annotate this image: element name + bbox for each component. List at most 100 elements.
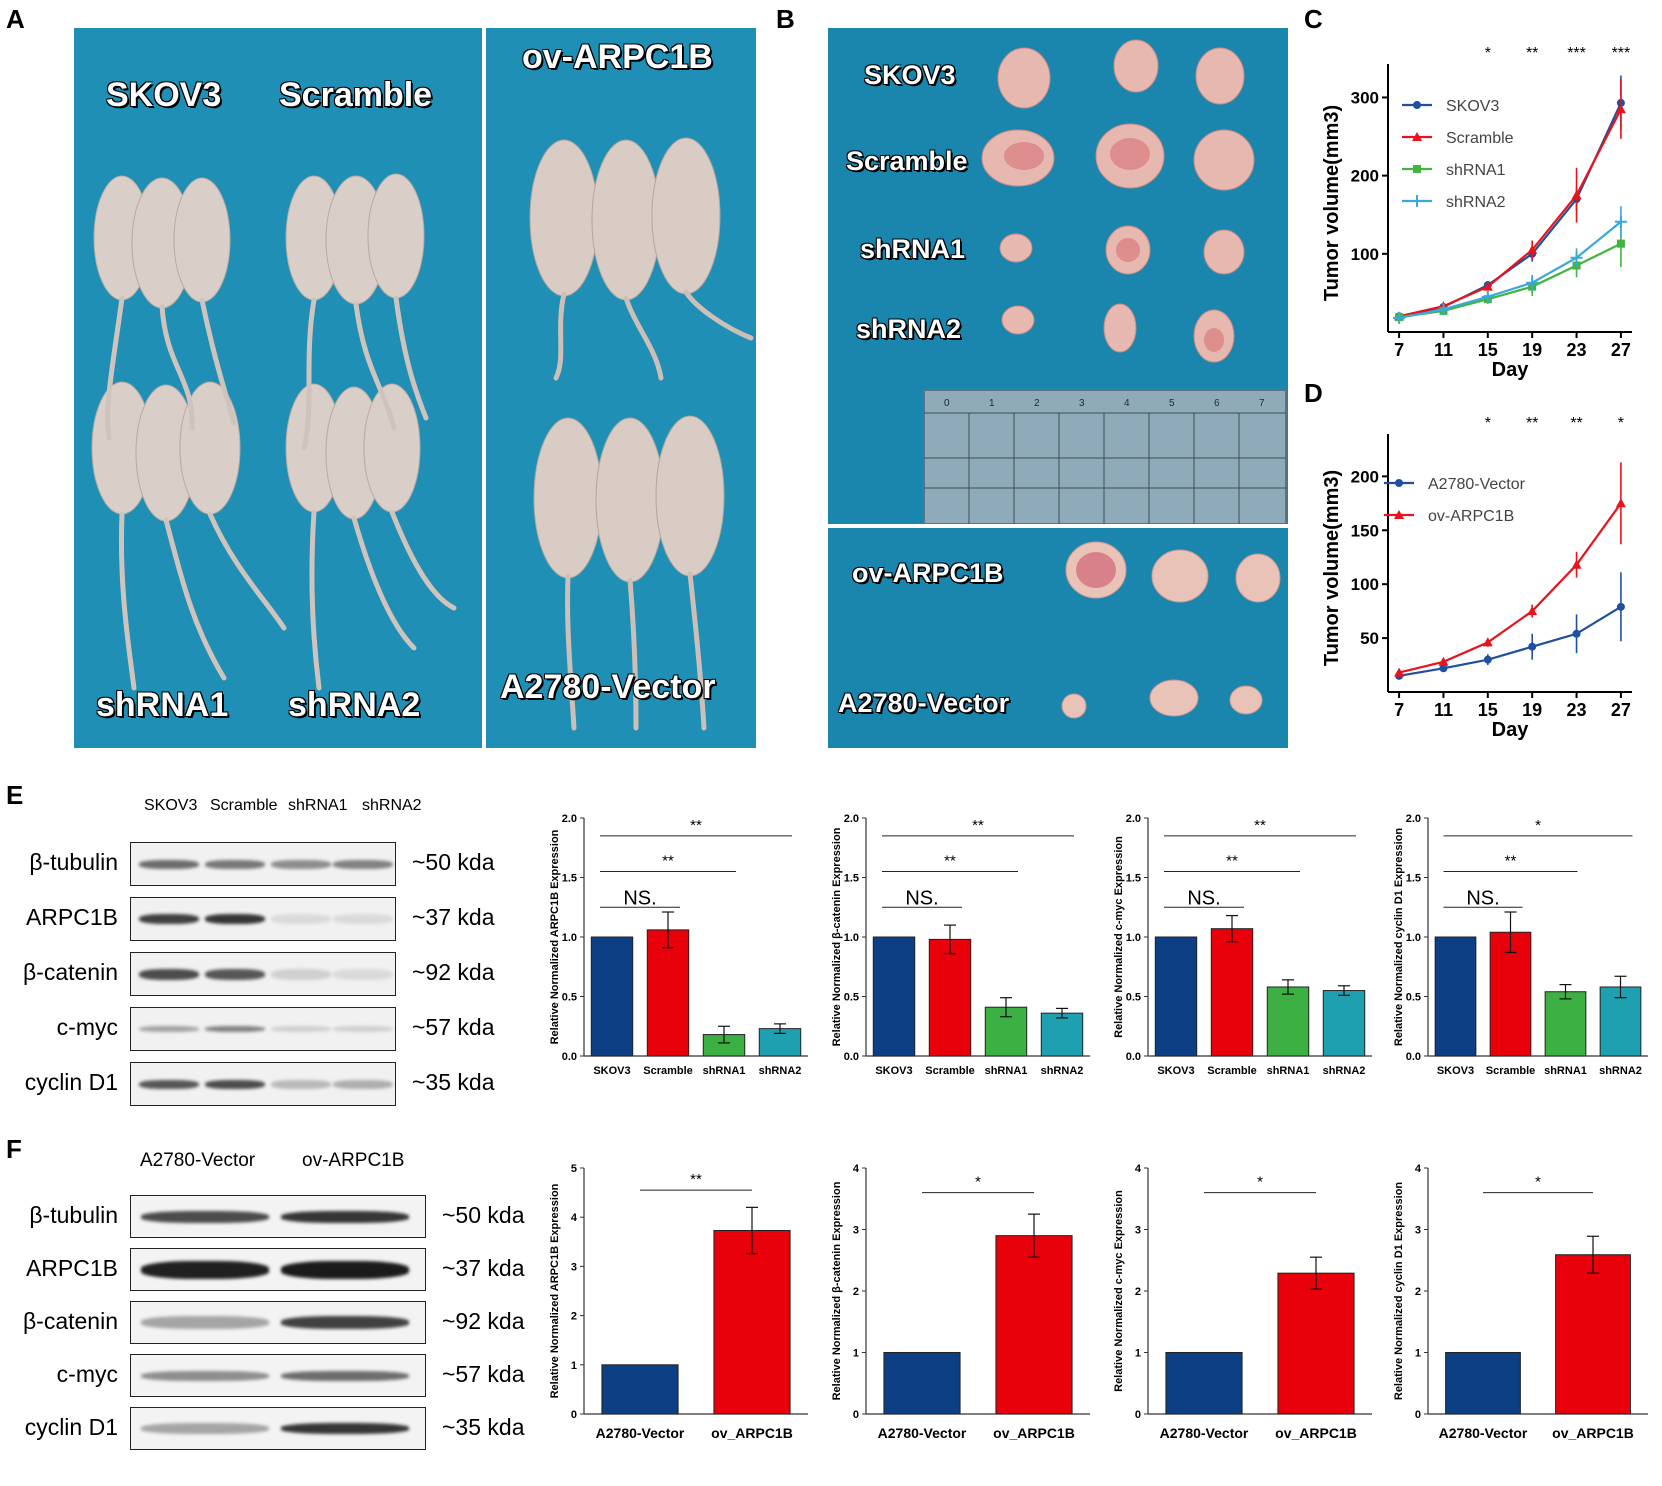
data-point-ov-arpc1b — [1394, 667, 1405, 677]
y-tick-label: 3 — [853, 1225, 859, 1237]
wb-size-label: ~50 kda — [412, 849, 495, 875]
y-tick-label: 1.0 — [844, 932, 859, 944]
legend-marker — [1395, 479, 1403, 487]
wb-protein-label-tubulin: β-tubulin — [29, 1201, 118, 1228]
bar-skov3 — [1154, 936, 1198, 1057]
bar-chart-f3: 0 1 2 3 4 Relative Normalized c-myc Expressio… — [1113, 1163, 1372, 1441]
y-tick-label: 1.0 — [1406, 932, 1421, 944]
bar-a2780-vector — [1445, 1352, 1521, 1415]
wb-e-lane-scramble: Scramble — [210, 797, 278, 814]
y-axis-title: Relative Normalized c-myc Expression — [1113, 1190, 1125, 1392]
significance-label: ** — [662, 853, 674, 870]
bar-a2780-vector — [883, 1352, 961, 1415]
significance-mark: * — [1485, 45, 1491, 62]
series-line-scramble — [1398, 108, 1622, 318]
wb-e-lane-shrna2: shRNA2 — [362, 797, 422, 814]
x-tick-label: ov_ARPC1B — [1275, 1425, 1357, 1441]
significance-label: ** — [690, 817, 702, 834]
wb-protein-label-arpc1b: ARPC1B — [25, 1254, 118, 1281]
x-tick-label: shRNA1 — [985, 1065, 1028, 1077]
y-tick-label: 0.0 — [844, 1051, 859, 1063]
data-point-scramble — [1527, 244, 1538, 254]
photo-label-skov3: SKOV3 — [106, 76, 222, 114]
panel-letter-d: D — [1304, 378, 1323, 408]
bar-scramble — [646, 929, 690, 1057]
wb-e-lane-shrna1: shRNA1 — [288, 797, 348, 814]
tumor-label-skov3: SKOV3 — [864, 60, 956, 90]
y-tick-label: 100 — [1351, 575, 1379, 594]
significance-label: ** — [1505, 853, 1517, 870]
y-tick-label: 2 — [571, 1311, 577, 1323]
legend-label-shrna2: shRNA2 — [1446, 194, 1506, 211]
tumor-label-scramble: Scramble — [846, 146, 968, 176]
wb-size-label: ~92 kda — [412, 959, 495, 985]
data-point-shrna2 — [1614, 215, 1627, 228]
significance-label: ** — [1226, 853, 1238, 870]
bar-shrna1 — [1266, 986, 1310, 1057]
y-axis-title: Relative Normalized cyclin D1 Expression — [1393, 828, 1405, 1047]
series-line-shrna1 — [1398, 242, 1622, 319]
significance-label: ** — [690, 1171, 702, 1188]
y-tick-label: 2.0 — [1406, 813, 1421, 825]
wb-protein-label-cyclin-d1: cyclin D1 — [24, 1069, 118, 1095]
x-tick-label: 7 — [1394, 700, 1404, 720]
wb-band — [333, 968, 393, 980]
x-tick-label: 7 — [1394, 340, 1404, 360]
wb-band — [141, 1316, 269, 1329]
ruler-tick-5: 5 — [1169, 398, 1175, 409]
wb-protein-label-cyclin-d1: cyclin D1 — [24, 1413, 118, 1440]
wb-blot-cyclin-d1 — [130, 1407, 426, 1450]
data-point-ov-arpc1b — [1482, 637, 1493, 647]
wb-size-label: ~57 kda — [442, 1360, 525, 1387]
tumor-label-a2780-vector: A2780-Vector — [838, 688, 1010, 718]
x-tick-label: SKOV3 — [593, 1065, 630, 1077]
data-point-ov-arpc1b — [1571, 559, 1582, 569]
y-tick-label: 2 — [1135, 1286, 1141, 1298]
significance-label: ** — [972, 817, 984, 834]
wb-band — [271, 914, 331, 924]
wb-band — [281, 1423, 409, 1434]
x-tick-label: shRNA1 — [1267, 1065, 1310, 1077]
y-tick-label: 4 — [1415, 1163, 1422, 1175]
y-tick-label: 0 — [571, 1409, 577, 1421]
wb-size-label: ~92 kda — [442, 1307, 525, 1334]
tumor-label-ov-arpc1b: ov-ARPC1B — [852, 558, 1004, 588]
bar-scramble — [1489, 931, 1532, 1057]
y-tick-label: 1.5 — [1406, 873, 1421, 885]
x-tick-label: A2780-Vector — [596, 1425, 685, 1441]
y-tick-label: 0.5 — [844, 992, 859, 1004]
x-tick-label: 19 — [1522, 340, 1542, 360]
bar-ov-arpc1b — [995, 1235, 1073, 1415]
wb-band — [271, 968, 331, 980]
wb-size-label: ~35 kda — [442, 1413, 525, 1440]
significance-label: * — [1535, 817, 1541, 834]
y-axis-title: Relative Normalized ARPC1B Expression — [549, 1183, 561, 1398]
y-tick-label: 150 — [1351, 521, 1379, 540]
data-point-scramble — [1571, 190, 1582, 200]
y-tick-label: 0.5 — [1126, 992, 1141, 1004]
wb-band — [205, 1079, 265, 1089]
tumor-drawing-top: 0 1 2 3 4 5 6 7 — [923, 39, 1287, 524]
significance-label: NS. — [1466, 887, 1499, 909]
data-point-shrna2 — [1526, 276, 1539, 289]
wb-protein-label-c-myc: c-myc — [56, 1014, 118, 1040]
y-tick-label: 3 — [1415, 1225, 1421, 1237]
x-tick-label: Scramble — [925, 1065, 975, 1077]
wb-band — [139, 914, 199, 924]
wb-band — [139, 859, 199, 869]
y-tick-label: 3 — [571, 1261, 577, 1273]
bar-skov3 — [872, 936, 916, 1057]
significance-mark: ** — [1526, 45, 1538, 62]
wb-band — [141, 1260, 269, 1279]
y-tick-label: 1 — [853, 1348, 859, 1360]
data-point-ov-arpc1b — [1615, 498, 1626, 508]
data-point-scramble — [1615, 104, 1626, 114]
wb-size-label: ~37 kda — [442, 1254, 525, 1281]
data-point-a2780-vector — [1572, 629, 1581, 638]
wb-band — [141, 1423, 269, 1434]
line-chart-c: 100 200 300 7 11 15 19 23 27 Day Tumor volume(mm3)… — [1321, 45, 1632, 380]
mice-photo-right: ov-ARPC1B A2780-Vector — [486, 28, 756, 748]
tumor-label-shrna2: shRNA2 — [856, 314, 962, 344]
y-tick-label: 2.0 — [844, 813, 859, 825]
